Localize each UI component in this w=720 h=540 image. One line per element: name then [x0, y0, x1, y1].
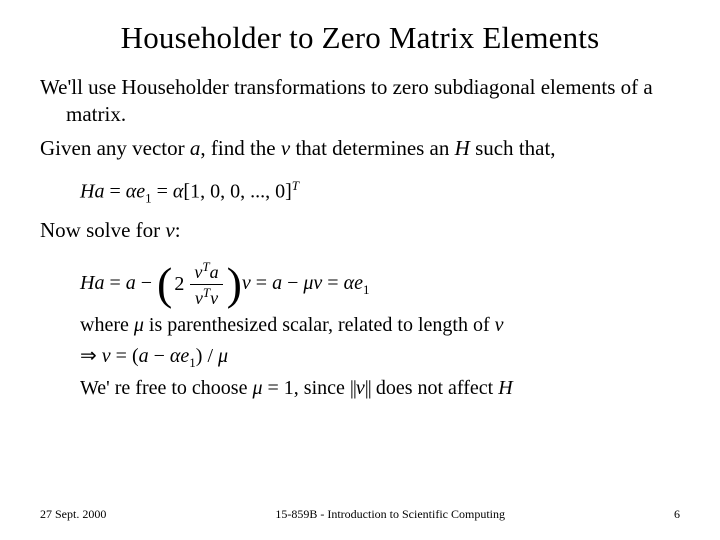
equation-1: Ha = αe1 = α[1, 0, 0, ..., 0]T — [80, 178, 680, 207]
eq2-e: e — [354, 272, 363, 294]
eq5-since: since — [299, 377, 350, 399]
solve-b: : — [175, 218, 181, 242]
footer-course: 15-859B - Introduction to Scientific Com… — [275, 507, 505, 522]
var-a: a — [190, 136, 201, 160]
eq2-num-T: T — [202, 259, 209, 274]
eq2-mu: μ — [303, 272, 313, 294]
eq2-paren: (2vTavTv) — [157, 260, 242, 309]
var-v: v — [281, 136, 290, 160]
eq2-minus: − — [136, 272, 157, 294]
eq5-end: does not affect — [371, 377, 498, 399]
para2-e: that, — [519, 136, 556, 160]
eq4-eq: = — [111, 345, 132, 367]
equation-3-text: where μ is parenthesized scalar, related… — [80, 314, 680, 337]
eq3-mu: μ — [134, 314, 144, 336]
eq2-lhs: Ha — [80, 272, 104, 294]
eq1-vec: [1, 0, 0, ..., 0] — [183, 181, 291, 203]
eq2-frac: vTavTv — [190, 260, 222, 309]
slide: Householder to Zero Matrix Elements We'l… — [0, 0, 720, 540]
para2-c: that determines an — [290, 136, 454, 160]
eq4-alpha: α — [170, 345, 181, 367]
eq1-content: Ha = αe1 = α[1, 0, 0, ..., 0]T — [80, 178, 299, 207]
eq2-v: v — [242, 272, 251, 294]
solve-text: Now solve for v: — [40, 217, 680, 244]
eq2-num: vTa — [190, 260, 222, 285]
eq1-eq2: = — [152, 181, 173, 203]
eq4-mu: μ — [218, 345, 228, 367]
rparen-icon: ) — [227, 266, 242, 303]
slide-title: Householder to Zero Matrix Elements — [40, 20, 680, 56]
eq2-a: a — [126, 272, 136, 294]
eq4-div: / — [202, 345, 218, 367]
equation-5-text: We' re free to choose μ = 1, since ||v||… — [80, 377, 680, 400]
eq4-content: ⇒ v = (a − αe1) / μ — [80, 345, 228, 367]
footer-page: 6 — [674, 507, 680, 522]
eq2-two: 2 — [174, 273, 184, 296]
eq5-eq: = 1, — [263, 377, 299, 399]
lparen-icon: ( — [157, 266, 172, 303]
var-H: H — [455, 136, 470, 160]
eq4-v: v — [102, 345, 111, 367]
equation-4: ⇒ v = (a − αe1) / μ — [80, 343, 680, 371]
equation-2: Ha = a − (2vTavTv)v = a − μv = αe1 — [80, 260, 680, 309]
eq2-den-v2: v — [210, 288, 218, 308]
eq2-sub: 1 — [363, 282, 370, 297]
para1-line1: We'll use Householder transformations to… — [40, 75, 429, 99]
eq4-lp: ( — [132, 345, 139, 367]
eq1-eq: = — [104, 181, 125, 203]
eq3-text: is parenthesized scalar, related to leng… — [144, 314, 495, 336]
eq2-num-a: a — [210, 262, 219, 282]
para2-b: , find the — [200, 136, 280, 160]
footer-date: 27 Sept. 2000 — [40, 507, 106, 522]
eq2-eq2: = — [251, 272, 272, 294]
eq2-alpha: α — [344, 272, 355, 294]
eq1-e: e — [136, 181, 145, 203]
eq1-alpha: α — [126, 181, 137, 203]
eq5-a: We' re free to choose — [80, 377, 252, 399]
eq4-e: e — [180, 345, 189, 367]
eq5-v: v — [356, 377, 365, 399]
eq4-implies: ⇒ — [80, 345, 102, 367]
eq2-eq3: = — [322, 272, 343, 294]
eq1-alpha2: α — [173, 181, 184, 203]
paragraph-2: Given any vector a, find the v that dete… — [40, 135, 680, 162]
slide-footer: 27 Sept. 2000 15-859B - Introduction to … — [0, 507, 720, 522]
eq3-where: where — [80, 314, 134, 336]
para2-a: Given any vector — [40, 136, 190, 160]
eq2-minus2: − — [282, 272, 303, 294]
eq5-mu: μ — [252, 377, 262, 399]
eq3-v: v — [495, 314, 504, 336]
eq2-eq1: = — [104, 272, 125, 294]
eq2-content: Ha = a − (2vTavTv)v = a − μv = αe1 — [80, 260, 369, 309]
paragraph-1: We'll use Householder transformations to… — [40, 74, 680, 129]
solve-v: v — [165, 218, 174, 242]
eq2-den-v: v — [195, 288, 203, 308]
eq2-v2: v — [313, 272, 322, 294]
eq5-H: H — [498, 377, 512, 399]
solve-a: Now solve for — [40, 218, 165, 242]
eq4-a: a — [139, 345, 149, 367]
eq1-lhs: Ha — [80, 181, 104, 203]
eq2-a2: a — [272, 272, 282, 294]
eq2-den-T: T — [203, 285, 210, 300]
para2-d: such — [470, 136, 514, 160]
eq2-den: vTv — [191, 285, 222, 309]
eq1-T: T — [292, 178, 299, 193]
eq4-minus: − — [149, 345, 170, 367]
